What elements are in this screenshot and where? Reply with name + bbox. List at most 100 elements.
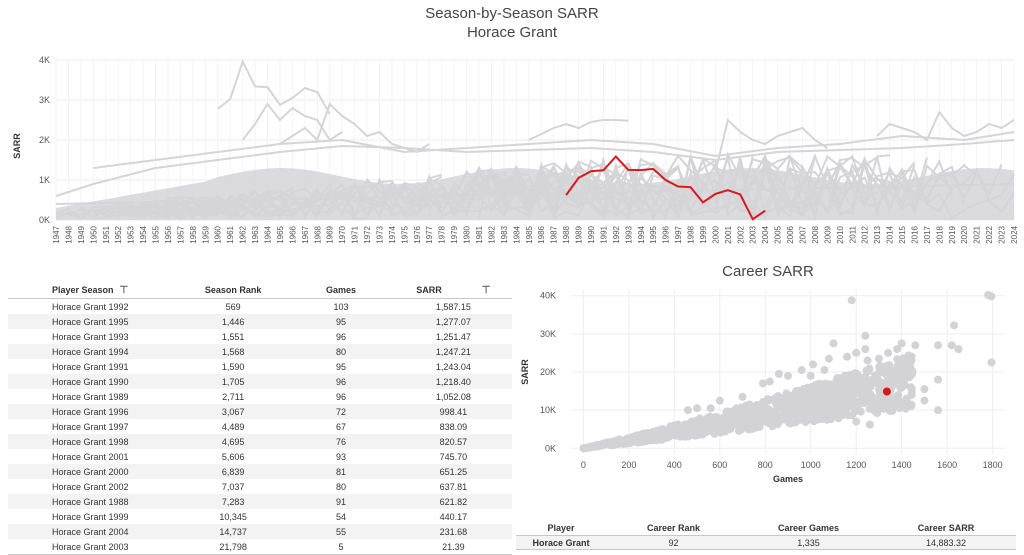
scatter-point[interactable] xyxy=(987,292,996,301)
scatter-point[interactable] xyxy=(802,400,811,409)
scatter-point[interactable] xyxy=(683,406,692,415)
table-row[interactable]: Horace Grant 1990 1,705 96 1,218.40 xyxy=(8,374,512,389)
scatter-point[interactable] xyxy=(847,296,856,305)
scatter-point[interactable] xyxy=(934,341,943,350)
sort-descending-icon[interactable]: ⊤ xyxy=(119,284,129,296)
scatter-point[interactable] xyxy=(824,394,833,403)
col-player[interactable]: Player xyxy=(516,521,606,536)
scatter-point[interactable] xyxy=(865,420,874,429)
scatter-point[interactable] xyxy=(949,321,958,330)
scatter-point[interactable] xyxy=(652,427,661,436)
scatter-point[interactable] xyxy=(697,418,706,427)
scatter-point[interactable] xyxy=(634,437,643,446)
col-career-rank[interactable]: Career Rank xyxy=(606,521,741,536)
scatter-point[interactable] xyxy=(899,367,908,376)
scatter-point[interactable] xyxy=(906,383,915,392)
scatter-point[interactable] xyxy=(791,418,800,427)
table-row[interactable]: Horace Grant 1999 10,345 54 440.17 xyxy=(8,509,512,524)
scatter-point[interactable] xyxy=(889,402,898,411)
scatter-point[interactable] xyxy=(895,357,904,366)
scatter-point[interactable] xyxy=(595,441,604,450)
table-row[interactable]: Horace Grant 2000 6,839 81 651.25 xyxy=(8,464,512,479)
scatter-point[interactable] xyxy=(657,435,666,444)
scatter-point[interactable] xyxy=(987,358,996,367)
scatter-point[interactable] xyxy=(786,398,795,407)
scatter-point[interactable] xyxy=(774,401,783,410)
scatter-point[interactable] xyxy=(806,371,815,380)
scatter-point[interactable] xyxy=(856,407,865,416)
col-career-games[interactable]: Career Games xyxy=(741,521,876,536)
scatter-point[interactable] xyxy=(947,341,956,350)
scatter-point[interactable] xyxy=(836,388,845,397)
scatter-point[interactable] xyxy=(611,438,620,447)
scatter-point[interactable] xyxy=(861,390,870,399)
table-row[interactable]: Horace Grant 1989 2,711 96 1,052.08 xyxy=(8,389,512,404)
scatter-point[interactable] xyxy=(763,395,772,404)
table-row[interactable]: Horace Grant 2003 21,798 5 21.39 xyxy=(8,539,512,555)
scatter-point[interactable] xyxy=(954,345,963,354)
scatter-point[interactable] xyxy=(853,370,862,379)
scatter-point[interactable] xyxy=(897,377,906,386)
scatter-point[interactable] xyxy=(680,423,689,432)
scatter-point[interactable] xyxy=(739,422,748,431)
scatter-point[interactable] xyxy=(727,411,736,420)
table-row[interactable]: Horace Grant 2001 5,606 93 745.70 xyxy=(8,449,512,464)
scatter-point[interactable] xyxy=(893,345,902,354)
col-player-season[interactable]: Player Season ⊤ xyxy=(8,282,180,299)
scatter-point[interactable] xyxy=(585,443,594,452)
scatter-point[interactable] xyxy=(693,404,702,413)
scatter-point[interactable] xyxy=(757,405,766,414)
scatter-point[interactable] xyxy=(906,366,915,375)
scatter-point[interactable] xyxy=(752,423,761,432)
scatter-point[interactable] xyxy=(827,404,836,413)
col-career-sarr[interactable]: Career SARR xyxy=(876,521,1016,536)
scatter-point[interactable] xyxy=(893,364,902,373)
scatter-point[interactable] xyxy=(861,331,870,340)
scatter-point[interactable] xyxy=(920,385,929,394)
scatter-point[interactable] xyxy=(906,358,915,367)
scatter-point[interactable] xyxy=(791,410,800,419)
scatter-point[interactable] xyxy=(797,366,806,375)
scatter-point[interactable] xyxy=(687,417,696,426)
scatter-point[interactable] xyxy=(809,414,818,423)
scatter-point[interactable] xyxy=(869,402,878,411)
scatter-point[interactable] xyxy=(884,348,893,357)
scatter-point[interactable] xyxy=(881,362,890,371)
scatter-point[interactable] xyxy=(852,348,861,357)
table-row[interactable]: Horace Grant 1995 1,446 95 1,277.07 xyxy=(8,314,512,329)
scatter-point[interactable] xyxy=(697,426,706,435)
scatter-point[interactable] xyxy=(875,382,884,391)
scatter-point[interactable] xyxy=(813,382,822,391)
scatter-point[interactable] xyxy=(732,418,741,427)
scatter-point[interactable] xyxy=(873,396,882,405)
scatter-point[interactable] xyxy=(809,360,818,369)
table-row[interactable]: Horace Grant 1993 1,551 96 1,251.47 xyxy=(8,329,512,344)
col-sarr[interactable]: SARR ⊤ xyxy=(394,282,512,299)
scatter-point[interactable] xyxy=(889,380,898,389)
scatter-point[interactable] xyxy=(852,417,861,426)
scatter-point[interactable] xyxy=(671,428,680,437)
scatter-point[interactable] xyxy=(846,376,855,385)
scatter-point[interactable] xyxy=(720,420,729,429)
scatter-point[interactable] xyxy=(861,345,870,354)
table-row[interactable]: Horace Grant 1997 4,489 67 838.09 xyxy=(8,419,512,434)
scatter-point[interactable] xyxy=(829,339,838,348)
scatter-point[interactable] xyxy=(840,404,849,413)
scatter-point[interactable] xyxy=(911,341,920,350)
scatter-point[interactable] xyxy=(795,402,804,411)
scatter-point[interactable] xyxy=(706,404,715,413)
scatter-point[interactable] xyxy=(895,397,904,406)
scatter-point[interactable] xyxy=(863,356,872,365)
scatter-point[interactable] xyxy=(713,426,722,435)
table-row[interactable]: Horace Grant 2004 14,737 55 231.68 xyxy=(8,524,512,539)
scatter-point[interactable] xyxy=(824,354,833,363)
scatter-point[interactable] xyxy=(627,433,636,442)
scatter-point[interactable] xyxy=(770,409,779,418)
scatter-point[interactable] xyxy=(712,412,721,421)
scatter-point[interactable] xyxy=(854,400,863,409)
col-season-rank[interactable]: Season Rank xyxy=(179,282,288,299)
table-row[interactable]: Horace Grant 2002 7,037 80 637.81 xyxy=(8,479,512,494)
scatter-point[interactable] xyxy=(897,339,906,348)
sort-descending-icon[interactable]: ⊤ xyxy=(481,284,491,296)
scatter-point[interactable] xyxy=(758,379,767,388)
